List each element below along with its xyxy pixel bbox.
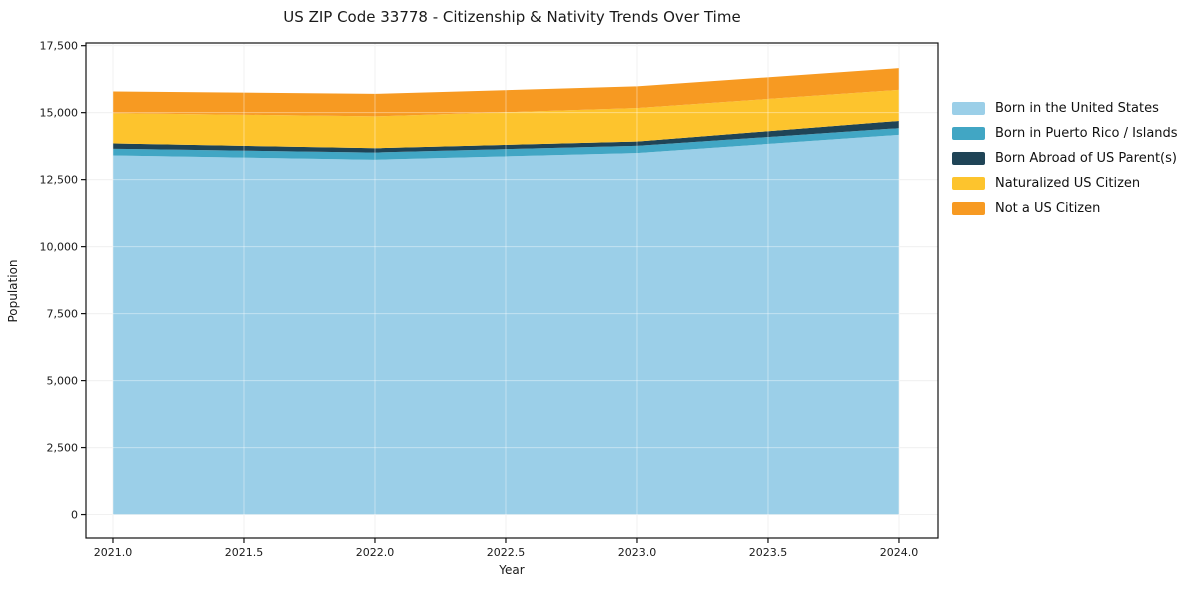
legend-label: Born in the United States — [995, 101, 1159, 116]
legend-swatch — [952, 152, 985, 165]
y-tick-label: 0 — [71, 509, 78, 522]
y-tick-label: 12,500 — [40, 174, 79, 187]
x-axis-label: Year — [499, 563, 525, 577]
y-tick-label: 7,500 — [47, 308, 79, 321]
legend-label: Born in Puerto Rico / Islands — [995, 126, 1178, 141]
x-tick-label: 2021.0 — [94, 546, 133, 559]
x-tick-label: 2022.5 — [487, 546, 526, 559]
legend-swatch — [952, 127, 985, 140]
y-tick-label: 15,000 — [40, 107, 79, 120]
y-tick-label: 17,500 — [40, 40, 79, 53]
legend-label: Not a US Citizen — [995, 201, 1101, 216]
area-series — [112, 68, 899, 117]
area-series — [112, 134, 899, 515]
area-series — [112, 120, 899, 153]
x-tick-label: 2021.5 — [225, 546, 264, 559]
legend-swatch — [952, 177, 985, 190]
y-tick-label: 2,500 — [47, 442, 79, 455]
legend-swatch — [952, 102, 985, 115]
legend-label: Born Abroad of US Parent(s) — [995, 151, 1177, 166]
area-series — [112, 128, 899, 160]
legend-label: Naturalized US Citizen — [995, 176, 1141, 191]
chart-title: US ZIP Code 33778 - Citizenship & Nativi… — [283, 8, 741, 26]
legend: Born in the United States Born in Puerto… — [952, 101, 1178, 216]
plot-spines — [85, 42, 939, 539]
legend-swatch — [952, 202, 985, 215]
legend-item: Born in the United States — [952, 101, 1178, 116]
legend-item: Born Abroad of US Parent(s) — [952, 151, 1178, 166]
y-tick-label: 5,000 — [47, 375, 79, 388]
legend-item: Not a US Citizen — [952, 201, 1178, 216]
legend-item: Born in Puerto Rico / Islands — [952, 126, 1178, 141]
x-tick-label: 2022.0 — [356, 546, 395, 559]
x-tick-label: 2024.0 — [880, 546, 919, 559]
x-tick-label: 2023.0 — [618, 546, 657, 559]
legend-item: Naturalized US Citizen — [952, 176, 1178, 191]
area-series — [112, 89, 899, 149]
x-tick-label: 2023.5 — [749, 546, 788, 559]
y-tick-label: 10,000 — [40, 241, 79, 254]
